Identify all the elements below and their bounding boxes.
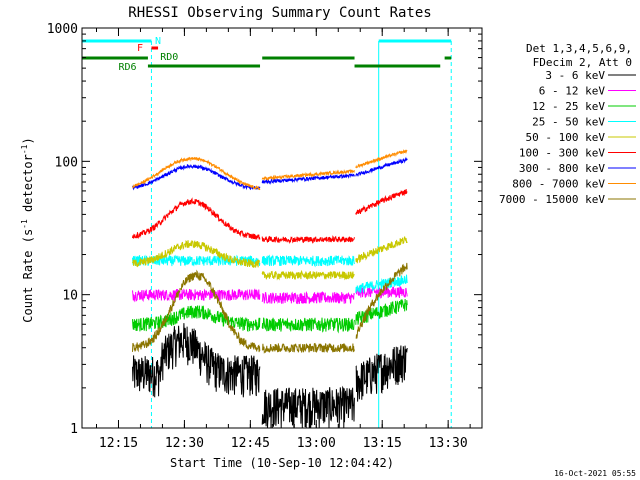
series-line-4 bbox=[355, 236, 408, 264]
series-line-2 bbox=[132, 305, 261, 332]
series-line-1 bbox=[355, 284, 408, 299]
series-line-6 bbox=[261, 173, 355, 185]
flag-F-label: F bbox=[137, 43, 143, 54]
y-tick-label: 1 bbox=[70, 422, 78, 437]
series-line-3 bbox=[261, 254, 355, 268]
legend-entry-label: 6 - 12 keV bbox=[539, 85, 606, 98]
series-line-0 bbox=[261, 385, 355, 429]
legend-entry-label: 100 - 300 keV bbox=[519, 147, 605, 160]
legend-entry-label: 7000 - 15000 keV bbox=[499, 193, 605, 206]
legend-entry-label: 800 - 7000 keV bbox=[512, 178, 605, 191]
legend-header: Det 1,3,4,5,6,9, bbox=[526, 42, 632, 55]
series-line-5 bbox=[355, 188, 408, 215]
series-line-8 bbox=[132, 269, 261, 353]
y-tick-label: 100 bbox=[55, 155, 78, 170]
series-line-6 bbox=[132, 164, 261, 191]
series-line-8 bbox=[261, 342, 355, 354]
legend-entry-label: 300 - 800 keV bbox=[519, 162, 605, 175]
legend-entry-label: 25 - 50 keV bbox=[532, 116, 605, 129]
series-line-2 bbox=[261, 317, 355, 334]
x-tick-label: 12:45 bbox=[231, 436, 270, 451]
legend-entry-label: 3 - 6 keV bbox=[545, 69, 605, 82]
x-axis: 12:15 12:30 12:45 13:00 13:15 13:30 bbox=[96, 28, 471, 451]
plot-area: N F RD0 RD6 bbox=[81, 36, 452, 429]
series-line-7 bbox=[132, 156, 261, 191]
y-tick-label: 10 bbox=[62, 289, 78, 304]
series-line-7 bbox=[261, 168, 355, 182]
plot-frame bbox=[81, 27, 483, 429]
series-line-0 bbox=[355, 345, 408, 402]
x-tick-label: 13:30 bbox=[429, 436, 468, 451]
series-line-7 bbox=[355, 149, 408, 169]
x-axis-label: Start Time (10-Sep-10 12:04:42) bbox=[170, 456, 394, 470]
series-line-1 bbox=[261, 291, 355, 305]
chart-title: RHESSI Observing Summary Count Rates bbox=[128, 5, 431, 21]
x-tick-label: 13:00 bbox=[297, 436, 336, 451]
y-axis-label: Count Rate (s-1 detector-1) bbox=[20, 137, 35, 322]
series-line-0 bbox=[132, 323, 261, 398]
x-tick-label: 12:15 bbox=[99, 436, 138, 451]
series-line-8 bbox=[355, 262, 408, 339]
series-line-5 bbox=[261, 235, 355, 245]
flag-RD0-label: RD0 bbox=[160, 52, 178, 63]
legend: Det 1,3,4,5,6,9,FDecim 2, Att 03 - 6 keV… bbox=[499, 42, 636, 206]
series-line-4 bbox=[132, 240, 260, 269]
timestamp: 16-Oct-2021 05:55 bbox=[554, 469, 636, 478]
legend-entry-label: 50 - 100 keV bbox=[526, 131, 606, 144]
series-line-1 bbox=[132, 288, 261, 303]
series-line-4 bbox=[261, 269, 355, 281]
series-line-6 bbox=[355, 156, 408, 177]
series-line-5 bbox=[132, 197, 261, 240]
x-tick-label: 13:15 bbox=[363, 436, 402, 451]
flag-RD6-label: RD6 bbox=[118, 62, 136, 73]
flag-N-label: N bbox=[155, 36, 161, 47]
x-tick-label: 12:30 bbox=[165, 436, 204, 451]
y-tick-label: 1000 bbox=[47, 22, 78, 37]
y-axis: 1 10 100 1000 bbox=[47, 22, 482, 437]
legend-entry-label: 12 - 25 keV bbox=[532, 100, 605, 113]
legend-header: FDecim 2, Att 0 bbox=[533, 56, 632, 69]
